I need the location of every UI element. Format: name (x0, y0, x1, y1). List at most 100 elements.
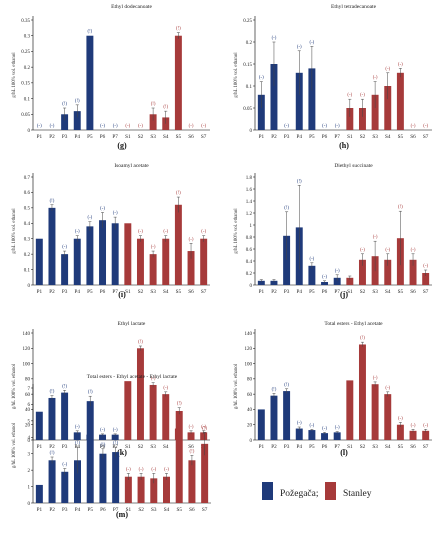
bar (174, 204, 182, 285)
x-tick-label: S6 (189, 507, 195, 513)
bar (384, 259, 392, 285)
significance-label: (!) (176, 191, 181, 196)
bar (124, 223, 132, 285)
significance-label: (-) (335, 426, 340, 431)
panel-label: (g) (117, 141, 127, 150)
x-tick-label: P5 (309, 444, 315, 450)
significance-label: (-) (126, 467, 131, 472)
bar (149, 384, 157, 440)
bar (346, 380, 354, 440)
x-tick-label: S1 (125, 289, 131, 295)
bar (201, 443, 209, 503)
bar (99, 453, 107, 503)
significance-label: (-) (138, 124, 143, 129)
x-tick-label: S6 (188, 134, 194, 140)
x-tick-label: P5 (87, 134, 93, 140)
significance-label: (-) (360, 93, 365, 98)
bar (257, 280, 265, 285)
x-tick-label: S4 (163, 134, 169, 140)
legend-swatch-stanley (325, 482, 336, 500)
bar (321, 433, 329, 440)
x-tick-label: S4 (385, 289, 391, 295)
y-tick-label: 0.35 (21, 19, 30, 24)
bar (308, 265, 316, 285)
significance-label: (-) (201, 425, 206, 430)
x-tick-label: P6 (322, 134, 328, 140)
y-tick-label: 60 (25, 393, 31, 398)
x-tick-label: P1 (259, 444, 265, 450)
x-tick-label: S3 (372, 444, 378, 450)
bar (384, 394, 392, 440)
x-tick-label: S4 (163, 444, 169, 450)
y-tick-label: 0.2 (246, 272, 253, 277)
significance-label: (-) (189, 124, 194, 129)
x-tick-label: P2 (49, 444, 55, 450)
bar (48, 207, 56, 285)
x-tick-label: S1 (125, 134, 131, 140)
significance-label: (-) (411, 423, 416, 428)
bar (86, 401, 94, 503)
x-tick-label: S5 (176, 134, 182, 140)
x-tick-label: S2 (138, 507, 144, 513)
bar (308, 430, 316, 440)
x-tick-label: S4 (385, 444, 391, 450)
significance-label: (-) (75, 425, 80, 430)
significance-label: (-) (62, 463, 67, 468)
significance-label: (!) (62, 102, 67, 107)
y-tick-label: 0.05 (243, 107, 252, 112)
y-tick-label: 1 (28, 485, 31, 490)
significance-label: (!) (177, 402, 182, 407)
panel-label: (k) (117, 448, 127, 457)
bar (321, 282, 329, 285)
y-tick-label: 0.6 (246, 248, 253, 253)
y-tick-label: 0.6 (24, 191, 31, 196)
y-tick-label: 120 (245, 347, 253, 352)
y-tick-label: 0.1 (246, 85, 253, 90)
bar (73, 238, 81, 285)
significance-label: (-) (347, 93, 352, 98)
significance-label: (-) (335, 124, 340, 129)
significance-label: (-) (373, 235, 378, 240)
legend-label-pozegaca: Požegača; (280, 489, 319, 499)
y-tick-label: 100 (245, 362, 253, 367)
x-tick-label: P7 (113, 507, 119, 513)
bar (188, 460, 196, 503)
y-axis-label: g/hL 100% vol. ethanol (234, 363, 239, 409)
y-tick-label: 0 (28, 129, 31, 134)
significance-label: (-) (138, 230, 143, 235)
y-tick-label: 0.2 (246, 41, 253, 46)
bar (61, 114, 69, 130)
x-tick-label: P1 (37, 444, 43, 450)
panel-title: Isoamyl acetate (114, 163, 149, 169)
x-tick-label: P2 (49, 289, 55, 295)
legend-swatch-pozegaca (262, 482, 273, 500)
y-tick-label: 0.4 (24, 222, 31, 227)
y-tick-label: 80 (25, 378, 31, 383)
significance-label: (-) (50, 124, 55, 129)
y-tick-label: 40 (25, 408, 31, 413)
x-tick-label: S2 (360, 444, 366, 450)
y-tick-label: 1.2 (246, 212, 253, 217)
panel-label: (h) (339, 141, 349, 150)
x-tick-label: S7 (201, 134, 207, 140)
significance-label: (-) (37, 124, 42, 129)
x-tick-label: P7 (112, 289, 118, 295)
bar (48, 460, 56, 503)
x-tick-label: P6 (100, 134, 106, 140)
y-tick-label: 0.2 (24, 66, 31, 71)
bar (111, 223, 119, 285)
x-tick-label: P3 (62, 289, 68, 295)
significance-label: (-) (272, 36, 277, 41)
bar (283, 235, 291, 285)
x-tick-label: P1 (37, 134, 43, 140)
x-tick-label: P3 (62, 507, 68, 513)
bar (163, 476, 170, 503)
significance-label: (!) (87, 30, 92, 35)
significance-label: (-) (385, 248, 390, 253)
y-tick-label: 4 (28, 436, 31, 441)
bar (270, 280, 278, 285)
x-tick-label: P5 (309, 134, 315, 140)
significance-label: (!) (101, 443, 106, 448)
bar (86, 226, 94, 285)
